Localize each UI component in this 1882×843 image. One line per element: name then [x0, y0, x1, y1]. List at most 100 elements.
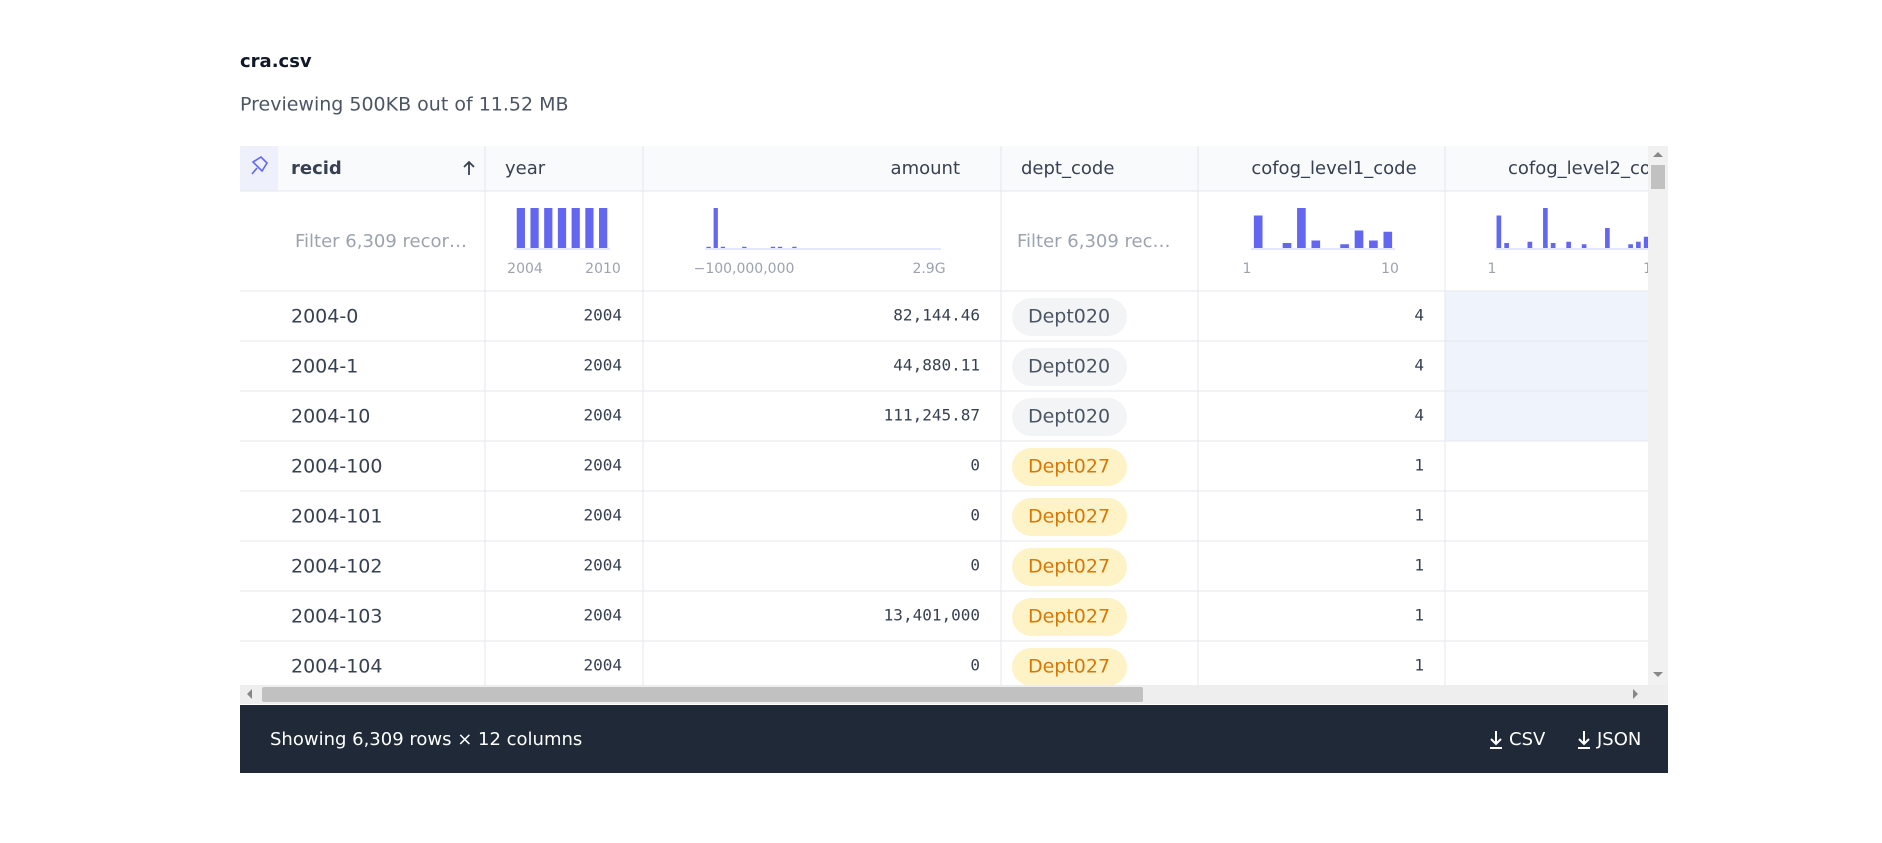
histogram-bar[interactable]: [585, 208, 594, 248]
cell: 4: [1647, 406, 1657, 425]
cell: 2004: [583, 356, 622, 375]
column-header[interactable]: cofog_level2_code: [1508, 158, 1673, 179]
file-name: cra.csv: [240, 51, 312, 72]
histogram-bar[interactable]: [742, 246, 747, 248]
histogram-bar[interactable]: [1628, 244, 1633, 248]
histogram-bar[interactable]: [792, 246, 797, 248]
histogram-bar[interactable]: [1311, 240, 1321, 249]
cell: 0: [970, 556, 980, 575]
column-header[interactable]: year: [505, 158, 546, 179]
cell: 0: [970, 456, 980, 475]
column-header[interactable]: cofog_level1_code: [1251, 158, 1416, 179]
cell: 4: [1414, 306, 1424, 325]
histogram-label: 1: [1243, 261, 1252, 277]
histogram-bar[interactable]: [713, 208, 718, 248]
histogram-bar[interactable]: [1543, 208, 1548, 248]
histogram-bar[interactable]: [1383, 231, 1393, 248]
cell: 82,144.46: [893, 306, 980, 325]
cell: 2004: [583, 556, 622, 575]
histogram-bar[interactable]: [1496, 215, 1502, 249]
filter-input[interactable]: Filter 6,309 rec…: [1017, 231, 1171, 252]
histogram-bar[interactable]: [1340, 244, 1349, 248]
cell: 1: [1414, 656, 1424, 675]
button-label[interactable]: JSON: [1596, 729, 1641, 750]
cell: Dept027: [1028, 606, 1110, 628]
v-scrollbar[interactable]: [1648, 146, 1668, 685]
histogram-bar[interactable]: [777, 246, 783, 248]
cell: 1: [1647, 506, 1657, 525]
download-icon: [1578, 731, 1590, 749]
histogram-bar[interactable]: [1566, 241, 1571, 248]
cell-highlight: [1445, 341, 1648, 391]
cell: 0: [970, 506, 980, 525]
histogram-bar[interactable]: [544, 208, 553, 248]
cell: 0: [970, 656, 980, 675]
filter-input[interactable]: Filter 6,309 recor…: [295, 231, 467, 252]
column-header[interactable]: amount: [891, 158, 960, 179]
cell: 1: [1414, 606, 1424, 625]
histogram-bar[interactable]: [1297, 208, 1306, 248]
cell: 2004: [583, 506, 622, 525]
scroll-down[interactable]: [1653, 672, 1663, 677]
v-scroll-thumb[interactable]: [1651, 165, 1665, 189]
cell: 4: [1414, 356, 1424, 375]
histogram-bar[interactable]: [1354, 230, 1364, 249]
cell: 2004-10: [291, 406, 370, 428]
histogram-bar[interactable]: [557, 208, 567, 248]
column-header[interactable]: recid: [291, 158, 342, 179]
histogram-bar[interactable]: [1504, 243, 1509, 248]
histogram-bar[interactable]: [571, 208, 580, 248]
button-label[interactable]: CSV: [1509, 729, 1546, 750]
scroll-up[interactable]: [1653, 152, 1663, 157]
scroll-right[interactable]: [1633, 689, 1638, 699]
pin-icon[interactable]: [251, 155, 269, 175]
histogram-bar[interactable]: [1253, 215, 1263, 249]
histogram-bar[interactable]: [1527, 241, 1533, 248]
histogram-bar[interactable]: [1643, 236, 1649, 248]
cell-highlight: [1445, 291, 1648, 341]
cell: 2004-101: [291, 506, 382, 528]
cell: 4: [1647, 306, 1657, 325]
dept-pill: [1012, 498, 1127, 536]
cell-highlight: [1445, 391, 1648, 441]
histogram-label: 11: [1643, 261, 1661, 277]
download-csv[interactable]: CSV: [1490, 729, 1546, 750]
cell: 2004-104: [291, 656, 382, 678]
histogram-bar[interactable]: [599, 208, 608, 248]
cell: 1: [1647, 656, 1657, 675]
histogram-bar[interactable]: [1605, 228, 1610, 248]
h-scroll-thumb[interactable]: [262, 687, 1143, 702]
histogram-bar[interactable]: [1282, 243, 1292, 248]
histogram-bar[interactable]: [720, 246, 726, 248]
histogram-bar[interactable]: [1581, 244, 1587, 248]
cell: 2004-0: [291, 306, 358, 328]
cell: Dept020: [1028, 306, 1110, 328]
histogram-bar[interactable]: [530, 208, 539, 248]
histogram-bar[interactable]: [1636, 241, 1641, 248]
dept-pill: [1012, 448, 1127, 486]
sort-arrow[interactable]: [463, 160, 475, 175]
cell: Dept027: [1028, 506, 1110, 528]
cell: 2004-102: [291, 556, 382, 578]
header-row: [240, 146, 1648, 191]
cell: 1: [1414, 506, 1424, 525]
histogram-bar[interactable]: [770, 246, 776, 248]
histogram-bar[interactable]: [1369, 240, 1378, 249]
download-json[interactable]: JSON: [1578, 729, 1641, 750]
scroll-left[interactable]: [247, 689, 252, 699]
histogram-label: 2.9G: [912, 261, 945, 277]
cell: 111,245.87: [884, 406, 980, 425]
histogram-bar[interactable]: [706, 246, 711, 248]
cell: 1: [1414, 456, 1424, 475]
cell: 2004: [583, 306, 622, 325]
histogram-bar[interactable]: [1550, 243, 1556, 248]
preview-note: Previewing 500KB out of 11.52 MB: [240, 94, 569, 116]
histogram-bar[interactable]: [516, 208, 525, 248]
cell: Dept020: [1028, 356, 1110, 378]
column-header[interactable]: dept_code: [1021, 158, 1114, 179]
cell: Dept027: [1028, 556, 1110, 578]
cell: 2004: [583, 406, 622, 425]
footer-summary: Showing 6,309 rows × 12 columns: [270, 729, 582, 750]
cell: 2004-100: [291, 456, 382, 478]
cell: 1: [1647, 556, 1657, 575]
